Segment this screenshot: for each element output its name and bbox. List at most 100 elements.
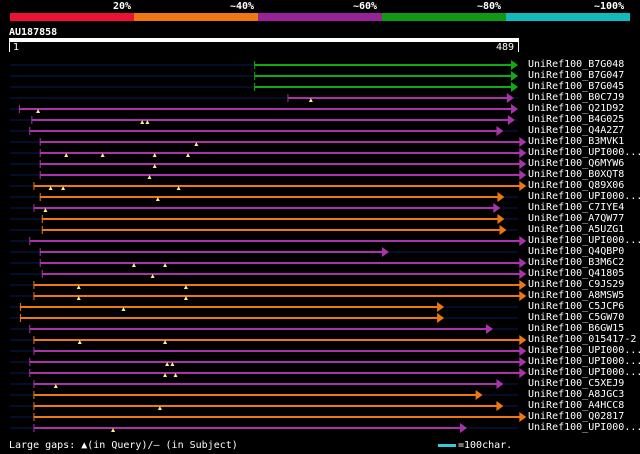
query-gap-marker bbox=[163, 263, 168, 267]
hit-label[interactable]: UniRef100_A8JGC3 bbox=[528, 389, 625, 400]
legend-bar-20 bbox=[10, 13, 134, 21]
hit-arrow-tip bbox=[519, 148, 527, 158]
hit-arrow-tip bbox=[519, 291, 527, 301]
hit-label[interactable]: UniRef100_A5UZG1 bbox=[528, 224, 625, 235]
hit-arrow-tip bbox=[519, 258, 527, 268]
hit-arrow-tip bbox=[497, 192, 505, 202]
scale-bar bbox=[438, 444, 456, 447]
query-gap-marker bbox=[77, 340, 82, 344]
hit-arrow-tip bbox=[519, 170, 527, 180]
hit-label[interactable]: UniRef100_UPI000... bbox=[528, 367, 640, 378]
query-end-tick: 489 bbox=[496, 42, 515, 53]
hit-arrow-tip bbox=[437, 313, 445, 323]
hit-label[interactable]: UniRef100_UPI000... bbox=[528, 235, 640, 246]
hit-label[interactable]: UniRef100_B3MVK1 bbox=[528, 136, 625, 147]
legend-label-100: ~100% bbox=[594, 1, 625, 12]
query-gap-marker bbox=[183, 296, 188, 300]
query-ruler bbox=[9, 38, 519, 42]
hit-arrow-tip bbox=[437, 302, 445, 312]
hit-arrow-tip bbox=[497, 214, 505, 224]
legend-bar-80 bbox=[382, 13, 506, 21]
hit-label[interactable]: UniRef100_UPI000... bbox=[528, 191, 640, 202]
hit-arrow-tip bbox=[496, 401, 504, 411]
hit-arrow-tip bbox=[511, 71, 518, 81]
hit-label[interactable]: UniRef100_UPI000... bbox=[528, 147, 640, 158]
hit-arrow-tip bbox=[511, 104, 518, 114]
query-gap-marker bbox=[186, 153, 191, 157]
legend-label-60: ~60% bbox=[353, 1, 378, 12]
query-end-tickbar bbox=[518, 42, 519, 52]
query-gap-marker bbox=[157, 406, 162, 410]
hit-label[interactable]: UniRef100_C5GW70 bbox=[528, 312, 625, 323]
query-gap-marker bbox=[53, 384, 58, 388]
hit-arrow-tip bbox=[496, 126, 504, 136]
hit-label[interactable]: UniRef100_C9JS29 bbox=[528, 279, 625, 290]
hit-arrow-tip bbox=[519, 335, 527, 345]
query-gap-marker bbox=[152, 164, 157, 168]
hit-label[interactable]: UniRef100_C7IYE4 bbox=[528, 202, 625, 213]
query-gap-marker bbox=[150, 274, 155, 278]
legend-label-20: 20% bbox=[113, 1, 132, 12]
hit-arrow-tip bbox=[381, 247, 389, 257]
query-gap-marker bbox=[163, 340, 168, 344]
gap-legend: Large gaps: ▲(in Query)/‒ (in Subject) bbox=[9, 440, 238, 451]
hit-label[interactable]: UniRef100_Q02817 bbox=[528, 411, 625, 422]
legend-bar-40 bbox=[134, 13, 258, 21]
legend-bar-100 bbox=[506, 13, 630, 21]
hit-label[interactable]: UniRef100_B0XQT8 bbox=[528, 169, 625, 180]
hit-arrow-tip bbox=[519, 346, 527, 356]
hit-arrow-tip bbox=[519, 137, 527, 147]
hit-label[interactable]: UniRef100_B0C7J9 bbox=[528, 92, 625, 103]
query-gap-marker bbox=[61, 186, 66, 190]
hit-label[interactable]: UniRef100_A4HCC8 bbox=[528, 400, 625, 411]
legend-label-40: ~40% bbox=[230, 1, 255, 12]
hit-label[interactable]: UniRef100_B4G025 bbox=[528, 114, 625, 125]
hit-arrow-tip bbox=[496, 379, 504, 389]
hit-arrow-tip bbox=[519, 269, 527, 279]
hit-arrow-tip bbox=[511, 82, 518, 92]
hit-label[interactable]: UniRef100_B6GW15 bbox=[528, 323, 625, 334]
hit-label[interactable]: UniRef100_A8MSW5 bbox=[528, 290, 625, 301]
query-gap-marker bbox=[100, 153, 105, 157]
query-gap-marker bbox=[43, 208, 48, 212]
hit-label[interactable]: UniRef100_Q4A2Z7 bbox=[528, 125, 625, 136]
query-gap-marker bbox=[48, 186, 53, 190]
hit-label[interactable]: UniRef100_Q41805 bbox=[528, 268, 625, 279]
hit-arrow-tip bbox=[459, 423, 467, 433]
query-gap-marker bbox=[111, 428, 116, 432]
hit-label[interactable]: UniRef100_Q6MYW6 bbox=[528, 158, 625, 169]
hit-label[interactable]: UniRef100_B7G045 bbox=[528, 81, 625, 92]
hit-label[interactable]: UniRef100_UPI000... bbox=[528, 345, 640, 356]
hit-arrow-tip bbox=[486, 324, 494, 334]
hit-arrow-tip bbox=[519, 368, 527, 378]
query-gap-marker bbox=[173, 373, 178, 377]
hit-label[interactable]: UniRef100_B7G047 bbox=[528, 70, 625, 81]
hit-label[interactable]: UniRef100_UPI000... bbox=[528, 422, 640, 433]
hit-label[interactable]: UniRef100_UPI000... bbox=[528, 356, 640, 367]
query-gap-marker bbox=[147, 175, 152, 179]
hit-label[interactable]: UniRef100_Q21D92 bbox=[528, 103, 625, 114]
legend-bar-60 bbox=[258, 13, 382, 21]
query-gap-marker bbox=[183, 285, 188, 289]
hit-arrow-tip bbox=[507, 115, 515, 125]
hit-label[interactable]: UniRef100_Q4QBP0 bbox=[528, 246, 625, 257]
query-gap-marker bbox=[170, 362, 175, 366]
hit-arrow-tip bbox=[506, 93, 514, 103]
query-gap-marker bbox=[121, 307, 126, 311]
hit-label[interactable]: UniRef100_C5XEJ9 bbox=[528, 378, 625, 389]
hit-arrow-tip bbox=[519, 357, 527, 367]
hit-label[interactable]: UniRef100_B3M6C2 bbox=[528, 257, 625, 268]
hit-label[interactable]: UniRef100_Q89X06 bbox=[528, 180, 625, 191]
query-gap-marker bbox=[145, 120, 150, 124]
query-gap-marker bbox=[176, 186, 181, 190]
hit-label[interactable]: UniRef100_015417-2 bbox=[528, 334, 637, 345]
query-gap-marker bbox=[64, 153, 69, 157]
hit-arrow-tip bbox=[519, 236, 527, 246]
hit-label[interactable]: UniRef100_C5JCP6 bbox=[528, 301, 625, 312]
query-gap-marker bbox=[140, 120, 145, 124]
query-gap-marker bbox=[131, 263, 136, 267]
hit-label[interactable]: UniRef100_B7G048 bbox=[528, 59, 625, 70]
hit-label[interactable]: UniRef100_A7QW77 bbox=[528, 213, 625, 224]
query-gap-marker bbox=[76, 296, 81, 300]
